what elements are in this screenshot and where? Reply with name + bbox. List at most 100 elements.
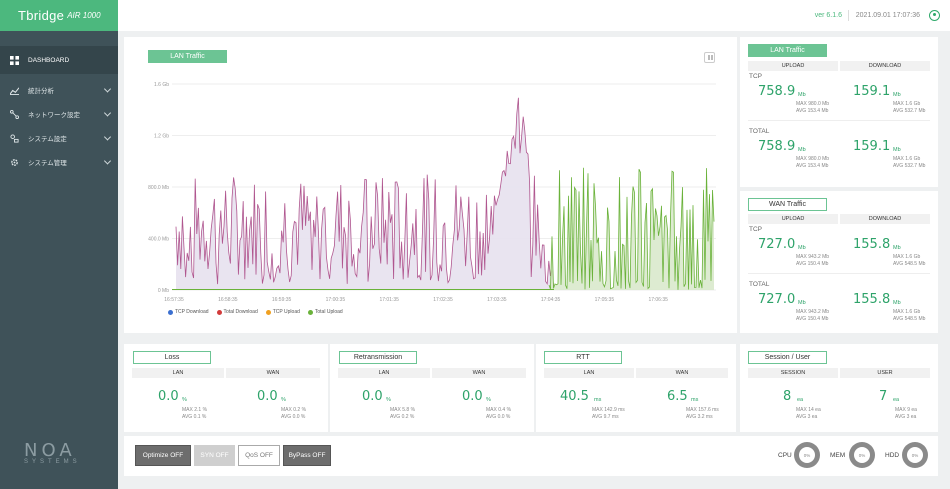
- y-tick-label: 0 Mb: [158, 288, 169, 294]
- sidebar-item-label: ネットワーク設定: [28, 112, 80, 119]
- sidebar-item-system-settings[interactable]: システム設定: [0, 126, 118, 150]
- syn-toggle-button[interactable]: SYN OFF: [194, 445, 235, 466]
- left-head: SESSION: [748, 368, 838, 378]
- wan-value: 0.0: [257, 389, 278, 404]
- max-value: MAX 5.8 %: [390, 407, 416, 413]
- max-value: MAX 1.6 Gb: [893, 156, 921, 162]
- unit: Mb: [893, 92, 901, 98]
- wan-value: 0.0: [462, 389, 483, 404]
- lan-value: 0.0: [362, 389, 383, 404]
- max-value: MAX 1.6 Gb: [893, 101, 921, 107]
- x-tick-label: 17:03:35: [487, 297, 507, 303]
- minmax: MAX 1.6 Gb AVG 548.5 Mb: [893, 254, 925, 267]
- max-value: MAX 1.6 Gb: [893, 309, 921, 315]
- y-tick-label: 800.0 Mb: [148, 185, 169, 191]
- sidebar-item-label: システム設定: [28, 136, 67, 143]
- download-head: DOWNLOAD: [840, 214, 930, 224]
- sidebar-item-statistics[interactable]: 統計分析: [0, 78, 118, 102]
- tcp-download-value: 159.1: [853, 84, 891, 99]
- unit: Mb: [798, 92, 806, 98]
- sidebar-item-system-admin[interactable]: システム管理: [0, 150, 118, 174]
- wan-stats-tag: WAN Traffic: [748, 198, 827, 211]
- unit: %: [486, 397, 491, 403]
- y-tick-label: 400.0 Mb: [148, 237, 169, 243]
- loss-card: Loss LAN WAN 0.0 % MAX 2.1 % AVG 0.1 % 0.…: [124, 344, 328, 432]
- version-label: ver 6.1.6: [814, 12, 842, 19]
- left-head: LAN: [338, 368, 430, 378]
- unit: Mb: [798, 147, 806, 153]
- settings-icon: [10, 133, 19, 143]
- left-head: LAN: [544, 368, 634, 378]
- avg-value: AVG 0.2 %: [390, 413, 415, 420]
- minmax: MAX 2.1 % AVG 0.1 %: [182, 407, 207, 420]
- legend-label: Total Download: [223, 309, 258, 315]
- unit: %: [182, 397, 187, 403]
- chevron-down-icon: [103, 133, 112, 141]
- avg-value: AVG 0.0 %: [281, 413, 306, 420]
- divider: [848, 10, 849, 21]
- user-icon[interactable]: [929, 10, 940, 21]
- minmax: MAX 5.8 % AVG 0.2 %: [390, 407, 415, 420]
- legend-label: TCP Download: [175, 309, 209, 315]
- brand-model: AIR 1000: [67, 11, 101, 20]
- legend-item[interactable]: TCP Upload: [265, 309, 300, 315]
- divider: [748, 120, 930, 121]
- total-upload-value: 758.9: [758, 139, 796, 154]
- qos-toggle-button[interactable]: QoS OFF: [238, 445, 280, 466]
- sidebar-item-dashboard[interactable]: DASHBOARD: [0, 46, 118, 74]
- card-tag: RTT: [544, 351, 622, 364]
- top-bar: ver 6.1.6 2021.09.01 17:07:36: [118, 0, 950, 31]
- legend-item[interactable]: Total Upload: [307, 309, 343, 315]
- right-head: WAN: [226, 368, 320, 378]
- right-head: WAN: [432, 368, 526, 378]
- minmax: MAX 14 ea AVG 3 ea: [796, 407, 821, 420]
- card-tag: Retransmission: [339, 351, 417, 364]
- x-tick-label: 16:59:35: [272, 297, 292, 303]
- gauge-value: 0%: [854, 447, 870, 463]
- max-value: MAX 0.4 %: [486, 407, 512, 413]
- legend-item[interactable]: TCP Download: [168, 309, 209, 315]
- row-label: TOTAL: [749, 128, 770, 135]
- session-user-card: Session / User SESSION USER 8 ea MAX 14 …: [740, 344, 938, 432]
- unit: Mb: [893, 300, 901, 306]
- network-icon: [10, 109, 19, 119]
- max-value: MAX 980.0 Mb: [796, 156, 830, 162]
- gear-icon: [11, 158, 18, 166]
- legend-label: TCP Upload: [272, 309, 300, 315]
- total-download-area: [176, 97, 554, 290]
- tcp-download-value: 155.8: [853, 237, 891, 252]
- total-download-value: 159.1: [853, 139, 891, 154]
- x-tick-label: 17:02:35: [433, 297, 453, 303]
- hdd-gauge: 0%: [902, 442, 928, 468]
- minmax: MAX 157.6 ms AVG 3.2 ms: [686, 407, 719, 420]
- app-logo[interactable]: Tbridge AIR 1000: [0, 0, 118, 31]
- avg-value: AVG 150.4 Mb: [796, 315, 829, 322]
- x-tick-label: 17:00:35: [326, 297, 346, 303]
- sidebar-item-label: システム管理: [28, 160, 67, 167]
- gauge-value: 0%: [799, 447, 815, 463]
- x-tick-label: 16:57:35: [164, 297, 184, 303]
- chart-tag: LAN Traffic: [148, 50, 227, 63]
- y-tick-label: 1.2 Gb: [154, 134, 169, 140]
- lan-value: 0.0: [158, 389, 179, 404]
- avg-value: AVG 3 ea: [796, 413, 818, 420]
- lan-traffic-stats: LAN Traffic UPLOAD DOWNLOAD TCP 758.9 Mb…: [740, 37, 938, 187]
- avg-value: AVG 150.4 Mb: [796, 260, 829, 267]
- sidebar-item-label: 統計分析: [28, 88, 54, 95]
- avg-value: AVG 548.5 Mb: [893, 260, 926, 267]
- minmax: MAX 980.0 Mb AVG 153.4 Mb: [796, 156, 829, 169]
- sidebar-item-network[interactable]: ネットワーク設定: [0, 102, 118, 126]
- cpu-gauge: 0%: [794, 442, 820, 468]
- optimize-toggle-button[interactable]: Optimize OFF: [135, 445, 191, 466]
- sidebar-item-label: DASHBOARD: [28, 56, 70, 64]
- cpu-label: CPU: [778, 452, 792, 459]
- legend-item[interactable]: Total Download: [216, 309, 258, 315]
- row-label: TOTAL: [749, 281, 770, 288]
- unit: Mb: [893, 147, 901, 153]
- bypass-toggle-button[interactable]: ByPass OFF: [283, 445, 331, 466]
- pause-icon[interactable]: [704, 52, 715, 63]
- chart-legend: TCP Download Total Download TCP Upload T…: [168, 309, 343, 315]
- right-head: USER: [840, 368, 930, 378]
- max-value: MAX 943.2 Mb: [796, 254, 830, 260]
- vendor-logo-sub: SYSTEMS: [24, 459, 81, 465]
